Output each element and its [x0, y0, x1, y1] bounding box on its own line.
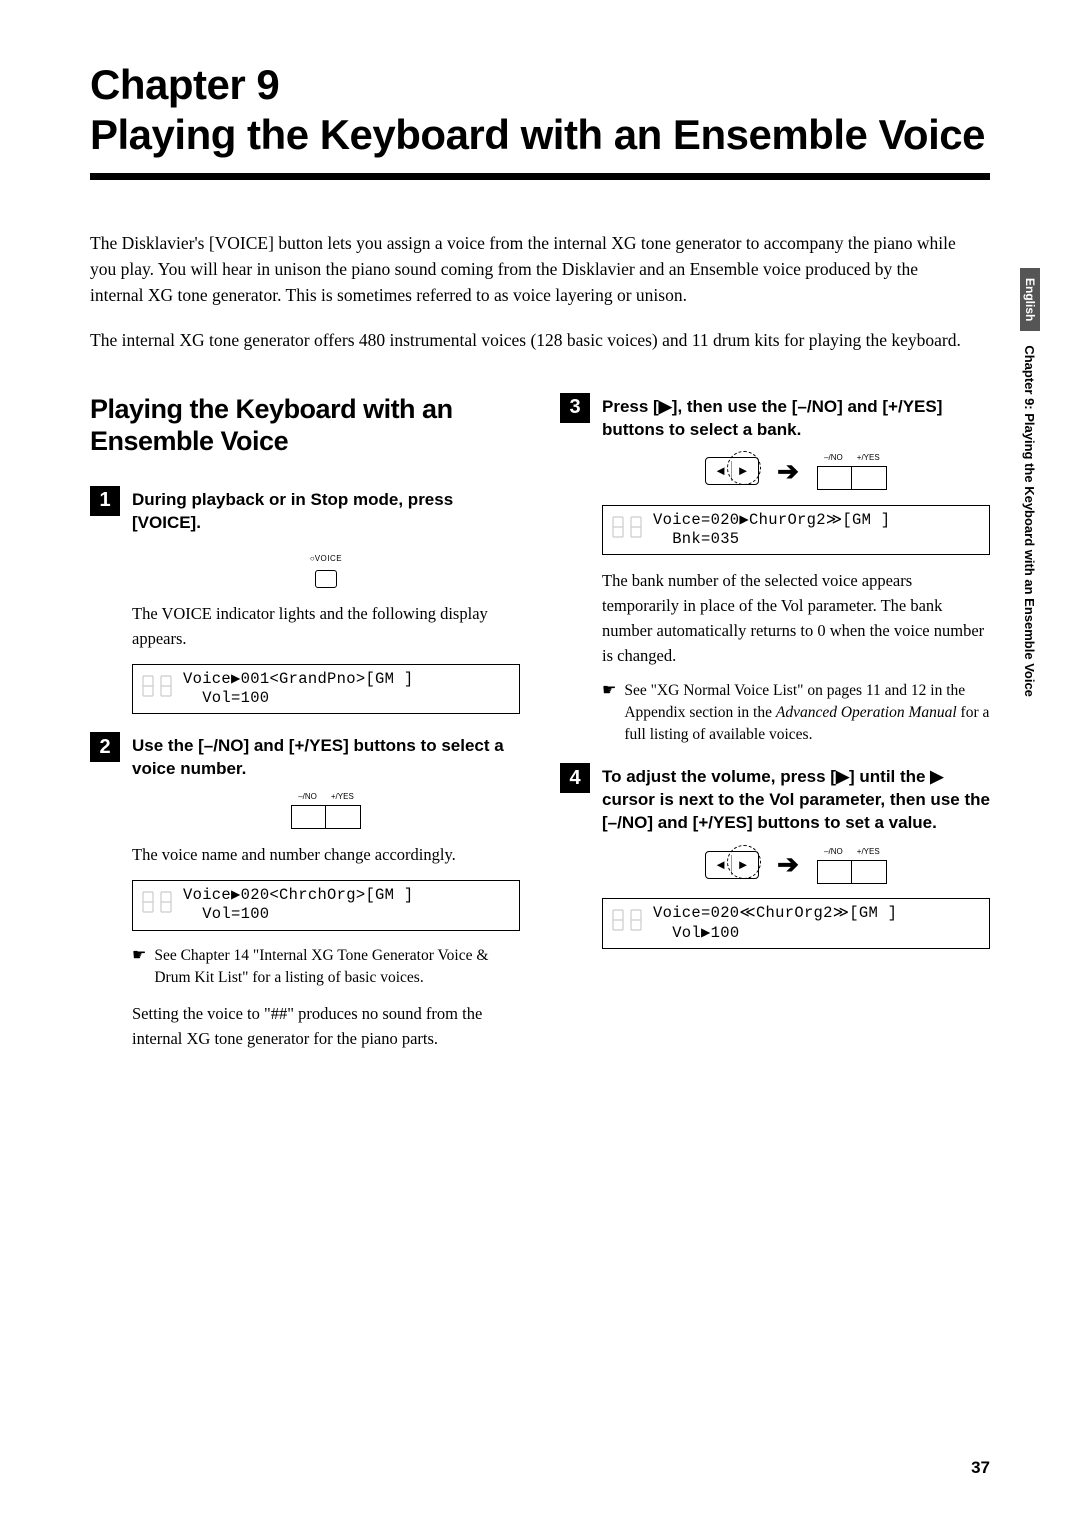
lcd2-line2: Vol=100 [183, 905, 269, 923]
step-number: 4 [560, 763, 590, 793]
chapter-number-line: Chapter 9 [90, 61, 279, 108]
step-2-note: ☛ See Chapter 14 "Internal XG Tone Gener… [132, 945, 520, 988]
step-2-note-text: See Chapter 14 "Internal XG Tone Generat… [154, 945, 520, 988]
yes-no-buttons-icon [817, 466, 887, 490]
yes-button-label: +/YES [331, 791, 354, 803]
step-3-note-text: See "XG Normal Voice List" on pages 11 a… [624, 680, 990, 745]
left-column: Playing the Keyboard with an Ensemble Vo… [90, 393, 520, 1070]
seven-seg-icon [141, 674, 175, 704]
step-3-note: ☛ See "XG Normal Voice List" on pages 11… [602, 680, 990, 745]
indicator-icon: ○ [310, 554, 315, 563]
step-number: 1 [90, 486, 120, 516]
page-number: 37 [971, 1458, 990, 1478]
seven-seg-icon [611, 515, 645, 545]
arrow-right-icon: ➔ [777, 845, 799, 884]
cursor-yesno-diagram-2: ◄ ► ➔ –/NO +/YES [602, 845, 990, 884]
step-1-title: During playback or in Stop mode, press [… [132, 486, 520, 535]
voice-button-diagram: ○VOICE [132, 544, 520, 588]
language-tag: English [1020, 268, 1040, 331]
lcd1-line1: Voice▶001<GrandPno>[GM ] [183, 670, 413, 688]
lcd-display-1: Voice▶001<GrandPno>[GM ] Vol=100 [132, 664, 520, 715]
step-number: 3 [560, 393, 590, 423]
yes-button-label: +/YES [857, 846, 880, 858]
arrow-right-icon: ➔ [777, 452, 799, 491]
lcd-display-4: Voice=020≪ChurOrg2≫[GM ] Vol▶100 [602, 898, 990, 949]
right-column: 3 Press [▶], then use the [–/NO] and [+/… [560, 393, 990, 1070]
side-tab: English Chapter 9: Playing the Keyboard … [1018, 268, 1040, 1048]
step-1-header: 1 During playback or in Stop mode, press… [90, 486, 520, 535]
step-1-body: The VOICE indicator lights and the follo… [132, 602, 520, 652]
lcd-display-2: Voice▶020<ChrchOrg>[GM ] Vol=100 [132, 880, 520, 931]
lcd3-line2: Bnk=035 [653, 530, 739, 548]
title-rule [90, 173, 990, 180]
note-icon: ☛ [132, 945, 146, 988]
side-chapter-ref: Chapter 9: Playing the Keyboard with an … [1023, 345, 1038, 697]
step-3-header: 3 Press [▶], then use the [–/NO] and [+/… [560, 393, 990, 442]
step-2-tail: Setting the voice to "##" produces no so… [132, 1002, 520, 1052]
lcd3-line1: Voice=020▶ChurOrg2≫[GM ] [653, 511, 890, 529]
intro-paragraph-1: The Disklavier's [VOICE] button lets you… [90, 230, 970, 309]
cursor-buttons-icon: ◄ ► [705, 851, 759, 879]
lcd4-line2: Vol▶100 [653, 924, 739, 942]
no-button-label: –/NO [824, 846, 843, 858]
step-2-body: The voice name and number change accordi… [132, 843, 520, 868]
yes-no-diagram: –/NO +/YES [132, 791, 520, 829]
lcd1-line2: Vol=100 [183, 689, 269, 707]
step-2-title: Use the [–/NO] and [+/YES] buttons to se… [132, 732, 520, 781]
no-button-label: –/NO [824, 452, 843, 464]
step-2-header: 2 Use the [–/NO] and [+/YES] buttons to … [90, 732, 520, 781]
section-heading: Playing the Keyboard with an Ensemble Vo… [90, 393, 520, 458]
chapter-title-line: Playing the Keyboard with an Ensemble Vo… [90, 111, 985, 158]
cursor-buttons-icon: ◄ ► [705, 457, 759, 485]
voice-button-icon [315, 570, 337, 588]
seven-seg-icon [611, 908, 645, 938]
chapter-title: Chapter 9 Playing the Keyboard with an E… [90, 60, 990, 161]
step-3-title: Press [▶], then use the [–/NO] and [+/YE… [602, 393, 990, 442]
voice-button-label: VOICE [315, 554, 342, 563]
yes-button-label: +/YES [857, 452, 880, 464]
no-button-label: –/NO [298, 791, 317, 803]
note-icon: ☛ [602, 680, 616, 745]
lcd-display-3: Voice=020▶ChurOrg2≫[GM ] Bnk=035 [602, 505, 990, 556]
seven-seg-icon [141, 890, 175, 920]
step-4-title: To adjust the volume, press [▶] until th… [602, 763, 990, 835]
step-number: 2 [90, 732, 120, 762]
cursor-yesno-diagram: ◄ ► ➔ –/NO +/YES [602, 452, 990, 491]
intro-paragraph-2: The internal XG tone generator offers 48… [90, 327, 970, 353]
lcd4-line1: Voice=020≪ChurOrg2≫[GM ] [653, 904, 897, 922]
step-3-body: The bank number of the selected voice ap… [602, 569, 990, 668]
step-4-header: 4 To adjust the volume, press [▶] until … [560, 763, 990, 835]
yes-no-buttons-icon [291, 805, 361, 829]
yes-no-buttons-icon [817, 860, 887, 884]
lcd2-line1: Voice▶020<ChrchOrg>[GM ] [183, 886, 413, 904]
